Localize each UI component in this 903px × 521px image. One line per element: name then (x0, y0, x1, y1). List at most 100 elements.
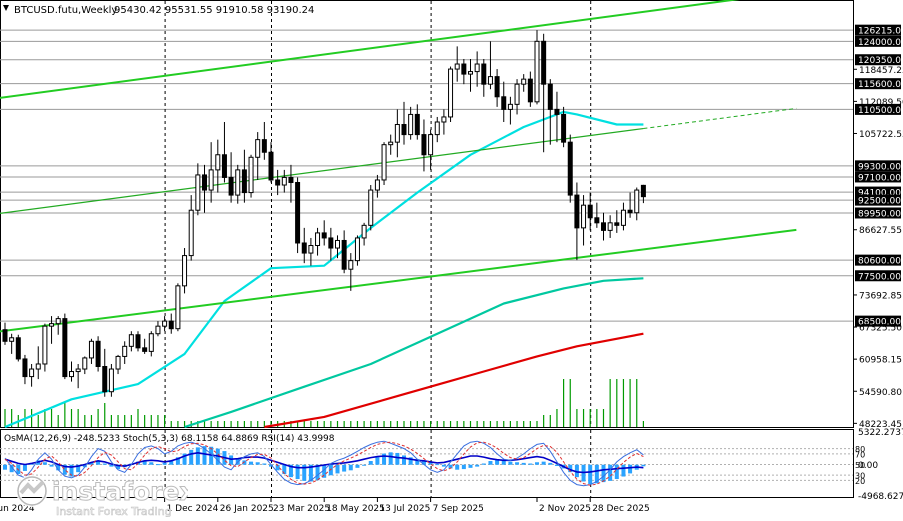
price-level-label-box (855, 254, 901, 266)
oscillator-level-label: 30 (855, 472, 865, 481)
trend-line (0, 127, 644, 214)
osma-bar (322, 464, 327, 478)
osma-bar (62, 464, 67, 475)
osma-bar (149, 462, 154, 465)
osma-bar (421, 461, 426, 465)
bear-candle-body (261, 139, 267, 153)
chart-title: BTCUSD.futu,Weekly (14, 5, 117, 16)
price-tick-label: 54590.80 (859, 388, 902, 398)
bull-candle-body (75, 368, 81, 373)
osma-bar (368, 461, 373, 465)
osma-bar (102, 463, 107, 465)
bear-candle-body (321, 232, 327, 239)
osma-bar (441, 464, 446, 467)
indicator-title: OsMA(12,26,9) -248.5233 Stoch(5,3,3) 68.… (4, 434, 335, 444)
candle (241, 149, 247, 203)
bull-candle-body (487, 76, 493, 85)
oscillator-level-label: 20 (855, 477, 865, 486)
oscillator-level-label: 80 (855, 445, 865, 454)
candle (374, 174, 380, 198)
candle (561, 106, 567, 148)
oscillator-lines (4, 440, 644, 487)
osma-bar (348, 464, 353, 471)
price-tick-label: 48223.45 (859, 420, 902, 430)
bear-candle-body (22, 358, 28, 378)
osma-bar (315, 464, 320, 481)
bull-candle-body (35, 363, 41, 370)
bull-candle-body (255, 139, 261, 158)
indicator-scale-label: -4968.6279 (858, 492, 903, 502)
candle (15, 334, 21, 362)
osma-bar (448, 464, 453, 469)
candle (401, 101, 407, 145)
osma-bar (202, 446, 207, 465)
candle (527, 71, 533, 107)
osma-bar (182, 453, 187, 465)
price-level-label-box (855, 207, 901, 219)
candle (361, 222, 367, 246)
time-tick-label: 23 Mar 2025 (273, 504, 330, 514)
osma-bar (402, 455, 406, 465)
bear-candle-body (301, 242, 307, 254)
price-level-label-box (855, 160, 901, 172)
title-arrow-icon (3, 5, 9, 11)
osma-bar (541, 461, 546, 465)
candle (115, 354, 121, 375)
osma-bar (255, 462, 260, 465)
watermark-tagline: Instant Forex Trading (56, 505, 172, 517)
trend-lines (0, 0, 797, 333)
candle (428, 129, 434, 170)
bear-candle-body (561, 113, 567, 143)
candle (521, 74, 527, 92)
bear-candle-body (295, 181, 301, 244)
price-level-label: 89950.00 (858, 209, 901, 219)
price-level-label-box (855, 54, 901, 66)
candle (607, 215, 613, 238)
bull-candle-body (122, 345, 128, 357)
osma-bar (22, 464, 27, 471)
bear-candle-body (414, 113, 420, 136)
osma-bar (308, 464, 313, 482)
bear-candle-body (547, 83, 553, 110)
bull-candle-body (248, 156, 254, 194)
bull-candle-body (441, 116, 447, 123)
candle (135, 331, 141, 352)
bear-candle-body (461, 63, 467, 75)
candle (448, 66, 454, 122)
osma-bar (288, 464, 293, 478)
osma-bar (42, 462, 47, 465)
candle (261, 121, 267, 160)
bull-candle-body (620, 209, 626, 226)
bull-candle-body (368, 189, 374, 226)
osma-bar (415, 459, 420, 465)
bull-candle-body (388, 141, 394, 146)
candle (507, 96, 513, 125)
osma-bar (588, 464, 593, 484)
osma-bar (155, 464, 160, 466)
bear-candle-body (401, 124, 407, 136)
bear-candle-body (421, 134, 427, 156)
candle (601, 212, 606, 241)
price-level-label-box (855, 186, 901, 198)
candle (182, 248, 188, 294)
osma-bar (428, 462, 433, 465)
time-tick-label: 28 Dec 2025 (592, 504, 650, 514)
osma-bar (342, 464, 347, 472)
bear-candle-body (594, 217, 600, 224)
osma-bar (501, 460, 506, 465)
osma-bar (262, 463, 267, 465)
bull-candle-body (88, 340, 94, 359)
osma-bar (282, 464, 287, 475)
osma-bar (475, 464, 480, 467)
instaforex-logo-icon: instaforex Instant Forex Trading (16, 475, 196, 518)
price-level-label-box (855, 171, 901, 183)
bear-candle-body (501, 96, 507, 110)
bull-candle-body (348, 260, 354, 270)
osma-bar (249, 461, 254, 465)
stochastic-main-line (4, 440, 644, 487)
bull-candle-body (235, 169, 241, 196)
osma-bar (96, 461, 101, 465)
candle (148, 331, 154, 357)
bull-candle-body (195, 174, 201, 211)
